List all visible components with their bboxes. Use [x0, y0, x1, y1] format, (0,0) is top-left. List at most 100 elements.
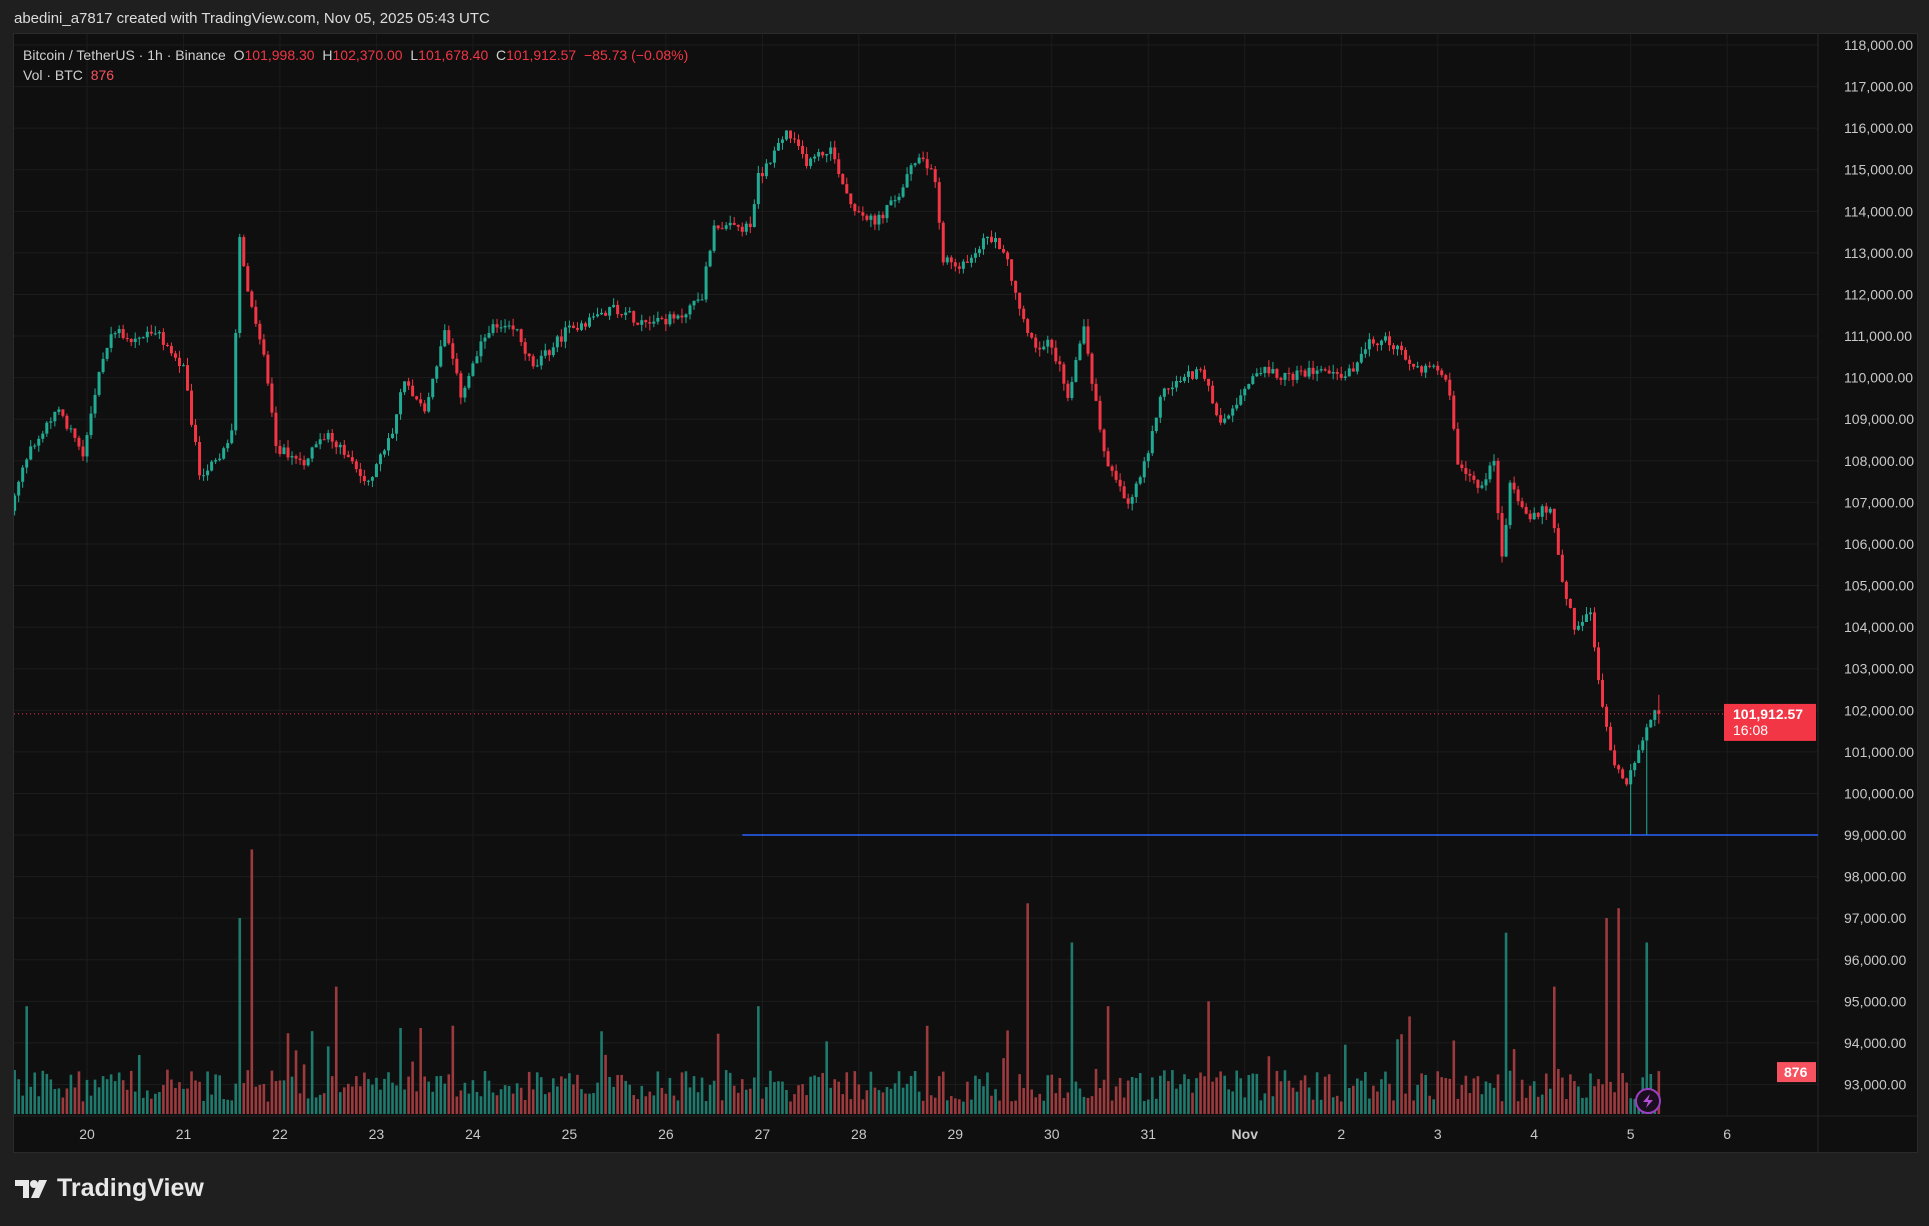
volume-bar: [1251, 1073, 1255, 1114]
volume-bar: [359, 1086, 362, 1114]
candle-body: [1178, 380, 1182, 382]
candle-body: [507, 325, 511, 327]
time-axis-label: 31: [1140, 1126, 1156, 1142]
price-axis-label: 105,000.00: [1844, 578, 1914, 594]
volume-bar: [53, 1089, 57, 1114]
candle-body: [985, 236, 989, 239]
candle-body: [764, 163, 768, 177]
volume-label[interactable]: Vol · BTC: [23, 67, 83, 83]
candle-body: [77, 437, 81, 447]
volume-bar: [833, 1079, 837, 1114]
volume-bar: [1283, 1070, 1287, 1114]
candle-body: [1170, 387, 1174, 390]
volume-bar: [25, 1006, 28, 1114]
candle-body: [93, 394, 97, 414]
candle-body: [772, 150, 776, 163]
volume-bar: [652, 1095, 656, 1114]
volume-bar: [1034, 1097, 1038, 1114]
close-label: C: [496, 47, 507, 63]
volume-bar: [101, 1076, 105, 1114]
candle-body: [1271, 369, 1275, 374]
chart-frame[interactable]: 118,000.00 117,000.00 116,000.00 115,000.00…: [13, 33, 1918, 1153]
high-label: H: [322, 47, 333, 63]
volume-bar: [1464, 1075, 1468, 1114]
candle-body: [1580, 622, 1584, 626]
candle-body: [61, 409, 65, 416]
price-axis-label: 95,000.00: [1844, 993, 1906, 1009]
volume-bar: [568, 1073, 571, 1114]
volume-bar: [355, 1076, 358, 1114]
candle-body: [969, 257, 973, 263]
candle-body: [330, 432, 334, 442]
candle-body: [173, 353, 177, 358]
tradingview-logo[interactable]: TradingView: [15, 1174, 204, 1203]
candle-body: [1468, 473, 1472, 476]
volume-bar: [982, 1086, 985, 1114]
candle-body: [415, 396, 419, 400]
candle-body: [688, 305, 692, 315]
volume-bar: [310, 1031, 314, 1114]
candle-body: [1512, 482, 1516, 490]
symbol-title[interactable]: Bitcoin / TetherUS · 1h · Binance: [23, 47, 226, 63]
volume-bar: [379, 1089, 382, 1114]
volume-bar: [1118, 1077, 1122, 1114]
candle-body: [885, 205, 889, 219]
volume-bar: [632, 1095, 636, 1114]
volume-bar: [399, 1027, 402, 1114]
volume-bar: [1255, 1073, 1259, 1114]
candle-body: [109, 334, 113, 348]
candle-body: [342, 444, 346, 455]
candle-body: [1588, 612, 1592, 615]
volume-bar: [600, 1031, 603, 1114]
volume-bar: [234, 1083, 238, 1114]
candle-body: [1488, 465, 1492, 480]
volume-bar: [105, 1079, 109, 1114]
volume-bar: [628, 1084, 631, 1114]
candle-body: [1118, 479, 1122, 487]
candle-body: [575, 328, 579, 330]
candle-body: [483, 337, 487, 342]
volume-bar: [1327, 1074, 1331, 1114]
candle-body: [1617, 765, 1621, 770]
volume-bar: [375, 1077, 378, 1114]
volume-bar: [885, 1087, 889, 1114]
candle-body: [1520, 501, 1524, 508]
candle-body: [539, 355, 543, 366]
candle-body: [909, 165, 913, 175]
volume-bar: [503, 1085, 507, 1114]
volume-bar: [495, 1095, 499, 1114]
candle-body: [1283, 372, 1287, 380]
candle-body: [744, 223, 748, 232]
volume-bar: [41, 1070, 45, 1114]
candle-body: [1472, 475, 1476, 480]
low-value: 101,678.40: [418, 47, 489, 63]
candle-body: [1484, 479, 1488, 486]
candle-body: [1114, 470, 1118, 480]
candle-body: [1412, 363, 1416, 367]
candle-body: [1243, 388, 1247, 396]
candle-body: [1560, 554, 1564, 582]
candle-body: [519, 329, 523, 343]
price-axis-label: 98,000.00: [1844, 869, 1906, 885]
candle-body: [298, 458, 302, 460]
candle-body: [1086, 326, 1090, 354]
candlestick-chart[interactable]: 118,000.00 117,000.00 116,000.00 115,000.00…: [14, 34, 1917, 1152]
candle-body: [708, 250, 712, 267]
candle-body: [302, 459, 306, 466]
candle-body: [889, 200, 893, 206]
volume-bar: [363, 1072, 366, 1114]
candle-body: [1428, 365, 1432, 367]
candle-body: [1259, 373, 1263, 375]
volume-bar: [1082, 1096, 1086, 1114]
volume-bar: [1062, 1097, 1066, 1114]
candle-series: [14, 130, 1661, 836]
volume-bar: [1456, 1098, 1460, 1114]
volume-bar: [137, 1054, 141, 1114]
candle-body: [596, 314, 600, 317]
volume-bar: [351, 1086, 354, 1114]
volume-bar: [129, 1070, 133, 1114]
candle-body: [1645, 727, 1649, 741]
candle-body: [592, 316, 596, 318]
candle-body: [801, 145, 805, 155]
volume-bar: [371, 1084, 374, 1114]
